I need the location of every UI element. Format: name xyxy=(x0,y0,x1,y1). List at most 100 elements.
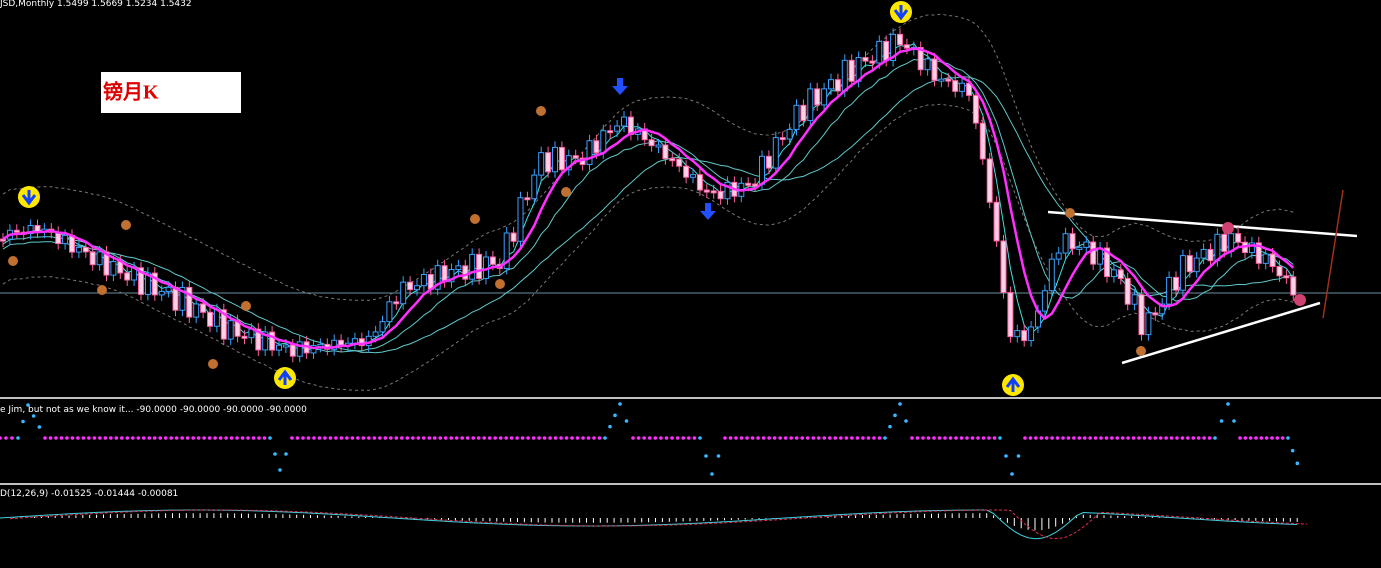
indicator-dot xyxy=(937,436,942,440)
candle-body xyxy=(27,224,34,234)
indicator-dot xyxy=(1243,436,1248,440)
trendline xyxy=(1121,301,1321,365)
candle-body xyxy=(1117,269,1124,280)
indicator-dot xyxy=(471,436,476,440)
indicator-dot xyxy=(833,436,838,440)
candle-body xyxy=(1159,303,1166,315)
candle-body xyxy=(469,253,476,280)
candle-body xyxy=(593,140,600,154)
candle-body xyxy=(669,158,676,162)
indicator-dot xyxy=(687,436,691,440)
indicator-dot xyxy=(65,436,69,440)
indicator-dot xyxy=(389,436,393,440)
indicator-dot xyxy=(191,436,195,440)
indicator-dot xyxy=(1044,436,1049,440)
candle-body xyxy=(407,281,414,291)
indicator-dot xyxy=(109,436,113,440)
indicator-dot xyxy=(613,413,617,418)
candle-body xyxy=(552,146,558,173)
candle-body xyxy=(800,104,807,122)
indicator-dot xyxy=(772,436,777,440)
indicator-dot xyxy=(631,436,635,440)
candle-body xyxy=(1290,276,1297,296)
indicator-dot xyxy=(125,436,130,440)
indicator-dot xyxy=(504,436,508,440)
indicator-dot xyxy=(1126,436,1130,440)
candle-body xyxy=(1255,242,1262,264)
indicator-dot xyxy=(1290,448,1295,453)
candle-body xyxy=(420,273,427,287)
indicator-dot xyxy=(378,436,382,440)
indicator-dot xyxy=(734,436,738,440)
candle-body xyxy=(1262,253,1269,264)
indicator-dot xyxy=(1072,436,1076,440)
indicator-dot xyxy=(1286,436,1290,440)
fractal-dot xyxy=(241,301,251,311)
candle-body xyxy=(834,79,841,92)
indicator-dot xyxy=(866,436,871,440)
candle-body xyxy=(455,265,462,271)
indicator-dot xyxy=(603,436,607,440)
candle-body xyxy=(110,260,117,276)
candle-body xyxy=(1248,242,1255,254)
fractal-dot xyxy=(1065,208,1075,218)
chart-label: 镑月K xyxy=(103,80,159,104)
candle-body xyxy=(745,182,752,186)
indicator-dot xyxy=(334,436,338,440)
indicator-dot xyxy=(476,436,481,440)
indicator-dot xyxy=(262,436,267,440)
candle-body xyxy=(1200,248,1207,259)
indicator-dot xyxy=(1023,436,1027,440)
indicator-dot xyxy=(180,436,184,440)
indicator-dot xyxy=(704,454,708,458)
candle-body xyxy=(282,344,289,348)
candle-body xyxy=(151,272,158,296)
indicator-dot xyxy=(542,436,547,440)
indicator-dot xyxy=(526,436,530,440)
indicator-dot xyxy=(921,436,925,440)
candle-body xyxy=(724,181,731,200)
indicator-dot xyxy=(131,436,135,440)
candle-body xyxy=(62,234,69,245)
candle-body xyxy=(1173,276,1179,291)
indicator-dot xyxy=(224,436,228,440)
indicator-dot xyxy=(487,436,492,440)
indicator-dot xyxy=(756,436,760,440)
indicator-dot xyxy=(531,436,536,440)
indicator-dot xyxy=(460,436,465,440)
indicator-dot xyxy=(465,436,470,440)
indicator-dot xyxy=(910,436,914,440)
indicator-dot xyxy=(1131,436,1136,440)
candle-body xyxy=(841,59,848,92)
candle-body xyxy=(959,82,966,92)
indicator-dot xyxy=(4,436,8,440)
candle-body xyxy=(1138,294,1145,336)
indicator-dot xyxy=(81,436,86,440)
candle-body xyxy=(786,128,793,140)
candle-body xyxy=(1069,233,1076,250)
macd-title: D(12,26,9) -0.01525 -0.01444 -0.00081 xyxy=(0,489,178,499)
candle-body xyxy=(924,58,931,71)
indicator-dot xyxy=(26,403,30,407)
candle-body xyxy=(75,246,82,253)
macd-line xyxy=(0,509,1298,540)
signal-arrow xyxy=(1005,376,1021,392)
candle-body xyxy=(676,158,683,167)
indicator-dot xyxy=(981,436,986,440)
candle-body xyxy=(441,265,448,283)
candle-body xyxy=(200,303,207,313)
candle-body xyxy=(393,301,400,305)
candle-body xyxy=(607,130,614,134)
indicator-dot xyxy=(449,436,454,440)
ma-signal xyxy=(2,47,1295,350)
candle-body xyxy=(814,88,821,106)
candle-body xyxy=(372,331,379,337)
indicator-dot xyxy=(745,436,749,440)
indicator-dot xyxy=(1034,436,1038,440)
candle-body xyxy=(703,189,710,193)
indicator-dot xyxy=(312,436,316,440)
bollinger-upper xyxy=(2,13,1294,301)
indicator-dot xyxy=(716,454,721,458)
indicator-dot xyxy=(932,436,936,440)
candle-body xyxy=(103,251,110,276)
